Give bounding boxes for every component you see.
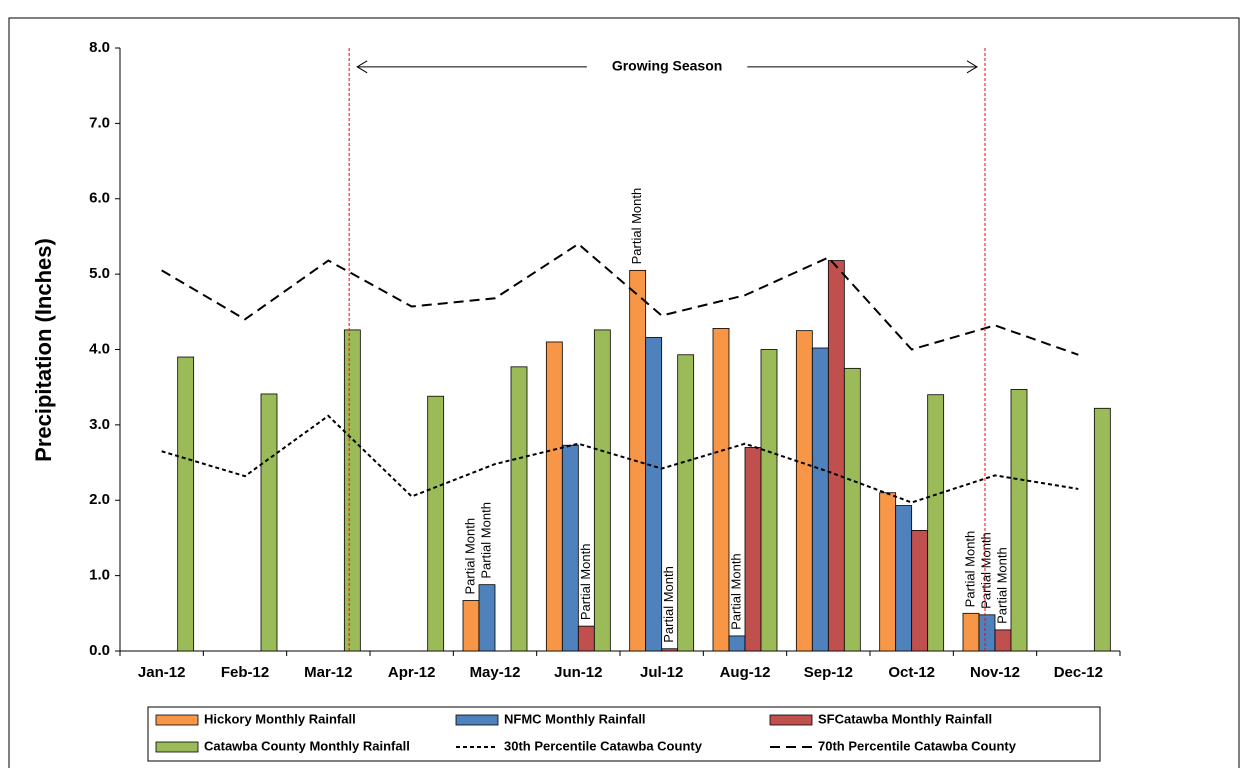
y-tick-label: 6.0 xyxy=(89,190,110,207)
bar xyxy=(760,349,778,652)
x-tick-label: Apr-12 xyxy=(388,664,436,681)
bar xyxy=(843,367,861,652)
x-tick-label: Oct-12 xyxy=(888,664,935,681)
bar-note: Partial Month xyxy=(578,544,593,621)
bar xyxy=(827,260,845,652)
bar xyxy=(478,584,496,652)
x-tick-label: Sep-12 xyxy=(804,664,853,681)
legend-swatch xyxy=(155,741,199,753)
y-tick-label: 0.0 xyxy=(89,642,110,659)
bar xyxy=(645,337,663,652)
x-tick-label: Feb-12 xyxy=(221,664,269,681)
arrowhead xyxy=(356,60,368,74)
bar xyxy=(712,327,730,652)
legend-label: Hickory Monthly Rainfall xyxy=(204,711,356,726)
bar xyxy=(427,395,445,652)
x-tick-label: Jan-12 xyxy=(138,664,186,681)
legend-label: SFCatawba Monthly Rainfall xyxy=(818,711,992,726)
y-tick-label: 1.0 xyxy=(89,567,110,584)
bar xyxy=(744,447,762,652)
bar xyxy=(510,366,528,652)
season-label: Growing Season xyxy=(612,58,722,74)
x-tick-label: Dec-12 xyxy=(1054,664,1103,681)
legend-box xyxy=(147,706,1101,762)
bar xyxy=(911,530,929,652)
bar xyxy=(978,614,996,652)
bar xyxy=(545,341,563,652)
bar xyxy=(177,356,195,652)
bar xyxy=(962,612,980,652)
bar xyxy=(260,393,278,652)
bar xyxy=(677,354,695,652)
bar xyxy=(343,329,361,652)
bar xyxy=(1093,407,1111,652)
bar xyxy=(795,330,813,652)
legend-label: NFMC Monthly Rainfall xyxy=(504,711,646,726)
legend-label: 30th Percentile Catawba County xyxy=(504,738,703,753)
legend-label: Catawba County Monthly Rainfall xyxy=(204,738,410,753)
bar xyxy=(661,648,679,652)
legend-swatch xyxy=(155,714,199,726)
x-tick-label: Nov-12 xyxy=(970,664,1020,681)
legend-label: 70th Percentile Catawba County xyxy=(818,738,1017,753)
bar-note: Partial Month xyxy=(661,566,676,643)
legend-swatch xyxy=(455,714,499,726)
x-tick-label: Jul-12 xyxy=(640,664,683,681)
y-tick-label: 4.0 xyxy=(89,340,110,357)
bar-note: Partial Month xyxy=(994,547,1009,624)
bar xyxy=(593,329,611,652)
x-tick-label: Jun-12 xyxy=(554,664,602,681)
y-tick-label: 2.0 xyxy=(89,491,110,508)
frame xyxy=(8,17,1240,773)
bar-note: Partial Month xyxy=(478,502,493,579)
y-axis-label: Precipitation (Inches) xyxy=(31,238,56,462)
legend-swatch xyxy=(769,714,813,726)
bar-note: Partial Month xyxy=(728,553,743,630)
bar xyxy=(879,492,897,652)
bar xyxy=(927,394,945,652)
bar xyxy=(811,347,829,652)
bar xyxy=(1010,389,1028,652)
y-tick-label: 3.0 xyxy=(89,416,110,433)
percentile-line xyxy=(161,242,1079,356)
x-tick-label: Mar-12 xyxy=(304,664,352,681)
arrowhead xyxy=(966,60,978,74)
x-tick-label: May-12 xyxy=(470,664,521,681)
x-tick-label: Aug-12 xyxy=(720,664,771,681)
bar xyxy=(728,635,746,652)
bar xyxy=(895,505,913,652)
y-tick-label: 7.0 xyxy=(89,114,110,131)
y-tick-label: 5.0 xyxy=(89,265,110,282)
bar-note: Partial Month xyxy=(629,188,644,265)
bar xyxy=(994,629,1012,652)
bar xyxy=(462,600,480,652)
bar xyxy=(561,444,579,652)
bar-note: Partial Month xyxy=(962,531,977,608)
bar-note: Partial Month xyxy=(462,518,477,595)
bar xyxy=(577,625,595,652)
bar-note: Partial Month xyxy=(978,532,993,609)
y-tick-label: 8.0 xyxy=(89,39,110,56)
